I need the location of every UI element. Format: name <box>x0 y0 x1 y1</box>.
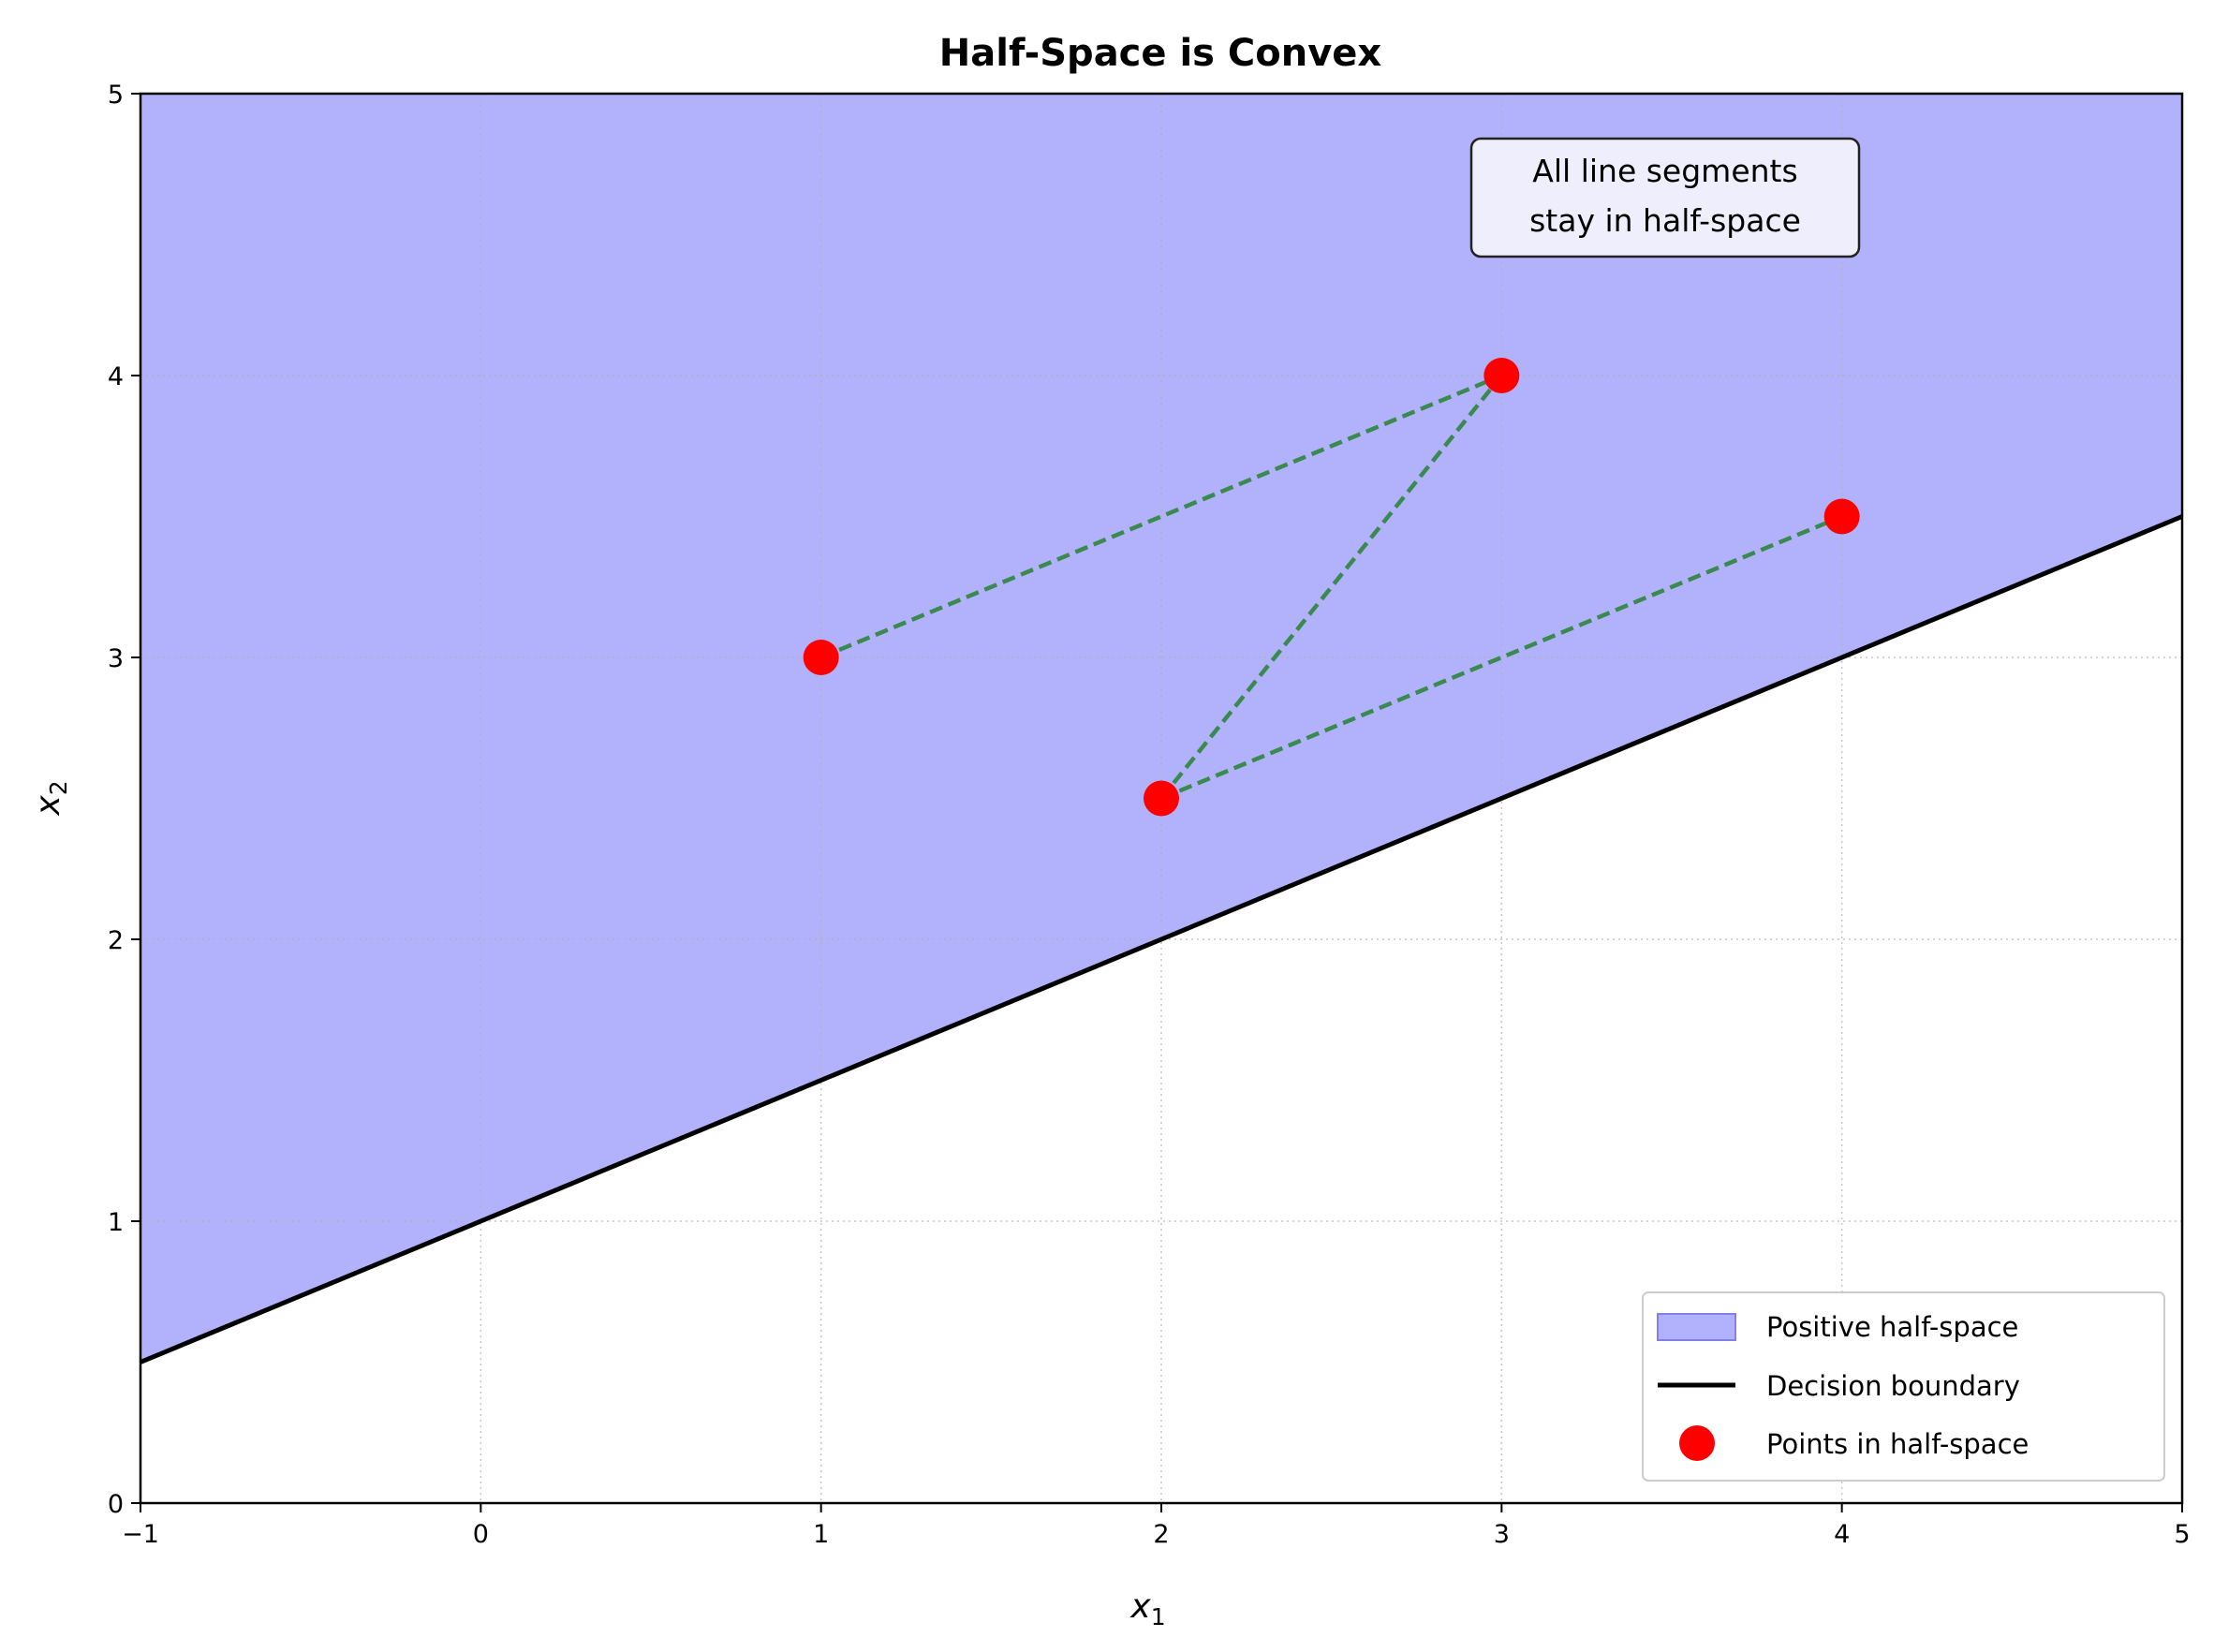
plot-area <box>139 92 2184 1505</box>
annotation-box: All line segments stay in half-space <box>1469 137 1861 258</box>
data-point <box>1483 358 1520 393</box>
y-tick-label: 3 <box>108 644 124 673</box>
y-axis-label: x2 <box>29 780 72 816</box>
x-tick-label: −1 <box>122 1520 159 1549</box>
legend: Positive half-space Decision boundary Po… <box>1642 1291 2165 1482</box>
y-tick-label: 0 <box>108 1490 124 1519</box>
y-tick-label: 1 <box>108 1208 124 1237</box>
line-segments <box>819 373 1843 801</box>
segment-line <box>1160 514 1843 801</box>
decision-boundary-line <box>140 514 2183 1364</box>
x-axis-label: x1 <box>1129 1587 1165 1630</box>
x-tick-label: 2 <box>1153 1520 1169 1549</box>
x-tick-label: 3 <box>1494 1520 1510 1549</box>
segment-line <box>1159 374 1504 800</box>
x-axis-ticks: −1 0 1 2 3 4 5 <box>122 1503 2191 1549</box>
x-tick-label: 4 <box>1834 1520 1850 1549</box>
grid <box>140 94 2182 1503</box>
y-tick-label: 2 <box>108 926 124 955</box>
legend-label-points: Points in half-space <box>1766 1428 2029 1460</box>
y-axis-ticks: 0 1 2 3 4 5 <box>108 81 140 1519</box>
data-point <box>803 640 839 675</box>
legend-swatch-fill <box>1657 1313 1736 1341</box>
x-tick-label: 5 <box>2174 1520 2190 1549</box>
annotation-line-2: stay in half-space <box>1529 202 1801 239</box>
y-tick-label: 5 <box>108 81 124 110</box>
annotation-background <box>1469 137 1861 258</box>
legend-label-boundary: Decision boundary <box>1766 1370 2020 1402</box>
legend-swatch-point <box>1679 1425 1715 1461</box>
annotation-line-1: All line segments <box>1532 153 1797 189</box>
data-point <box>1823 498 1860 535</box>
legend-frame <box>1642 1291 2165 1482</box>
positive-half-space-region <box>140 94 2182 1363</box>
data-point <box>1144 780 1179 817</box>
points <box>803 358 1860 817</box>
x-tick-label: 0 <box>473 1520 489 1549</box>
chart-title: Half-Space is Convex <box>939 32 1382 75</box>
x-tick-label: 1 <box>813 1520 829 1549</box>
segment-line <box>819 373 1503 660</box>
legend-label-half-space: Positive half-space <box>1766 1311 2018 1343</box>
y-tick-label: 4 <box>108 362 124 391</box>
